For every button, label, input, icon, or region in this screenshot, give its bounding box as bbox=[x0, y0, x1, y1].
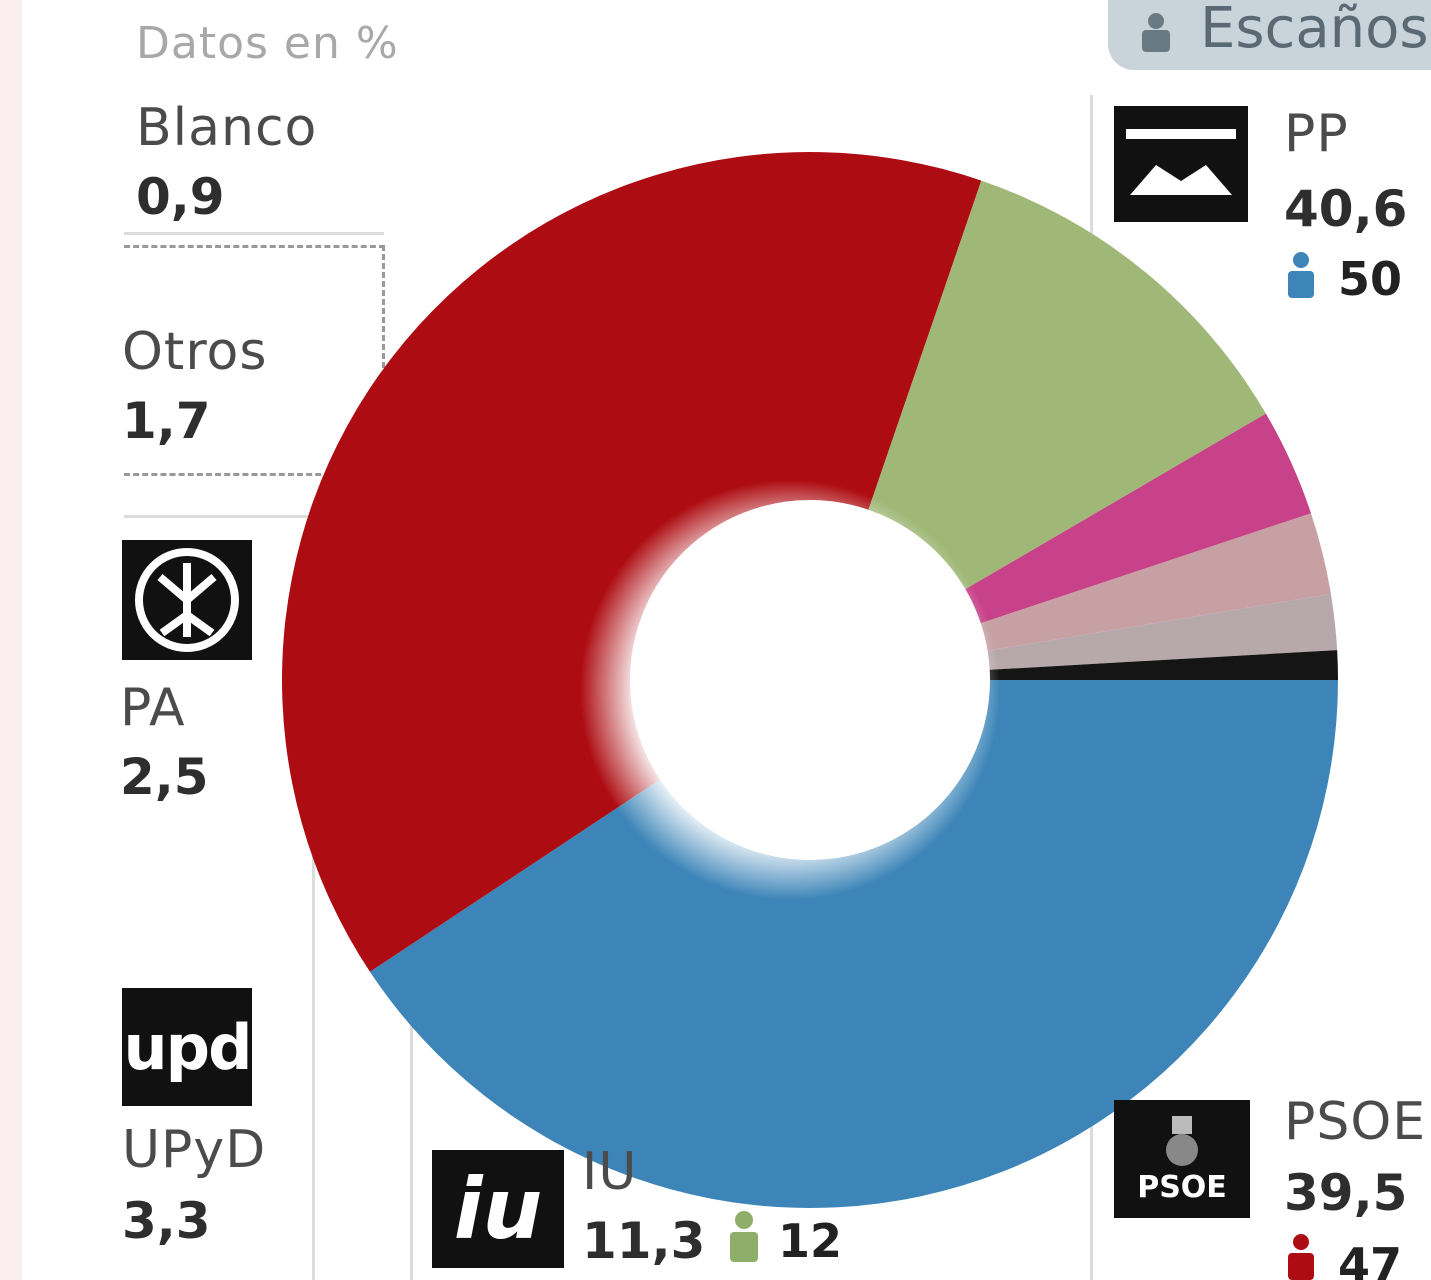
slice-otros bbox=[987, 593, 1338, 670]
seats-psoe: 47 bbox=[1338, 1238, 1403, 1280]
value-psoe: 39,5 bbox=[1284, 1164, 1408, 1222]
person-icon-psoe bbox=[1288, 1234, 1314, 1280]
pp-bird-icon bbox=[1130, 165, 1232, 195]
slice-blanco bbox=[989, 650, 1338, 680]
iu-logo: iu bbox=[432, 1150, 564, 1268]
pa-top-rule bbox=[124, 515, 314, 518]
slice-pp bbox=[369, 680, 1338, 1209]
blanco-bottom-rule bbox=[124, 232, 384, 235]
label-pp: PP bbox=[1284, 104, 1349, 164]
person-icon-iu bbox=[730, 1211, 758, 1262]
seats-iu: 12 bbox=[778, 1214, 843, 1268]
value-blanco: 0,9 bbox=[136, 168, 225, 226]
seats-pp: 50 bbox=[1338, 252, 1403, 306]
donut-hole bbox=[580, 480, 1000, 900]
value-pa: 2,5 bbox=[120, 748, 209, 806]
slice-iu bbox=[868, 180, 1266, 590]
left-margin-strip bbox=[0, 0, 22, 1280]
label-otros: Otros bbox=[122, 322, 268, 382]
label-blanco: Blanco bbox=[136, 98, 318, 158]
slice-pa bbox=[980, 513, 1331, 651]
seats-header-label: Escaños bbox=[1200, 0, 1429, 61]
pp-logo bbox=[1114, 106, 1248, 222]
pa-logo bbox=[122, 540, 252, 660]
label-pa: PA bbox=[120, 678, 186, 738]
left-separator bbox=[312, 520, 315, 1280]
slice-upyd bbox=[965, 413, 1312, 624]
label-iu: IU bbox=[582, 1142, 638, 1202]
person-icon-pp bbox=[1288, 252, 1314, 298]
psoe-logo: PSOE bbox=[1114, 1100, 1250, 1218]
upyd-logo: upd bbox=[122, 988, 252, 1106]
label-upyd: UPyD bbox=[122, 1120, 267, 1180]
value-upyd: 3,3 bbox=[122, 1192, 211, 1250]
unit-note: Datos en % bbox=[136, 18, 399, 69]
iu-separator bbox=[410, 830, 413, 1280]
seats-header: Escaños bbox=[1108, 0, 1431, 70]
value-iu: 11,3 bbox=[582, 1212, 706, 1270]
label-psoe: PSOE bbox=[1284, 1092, 1427, 1152]
rose-icon bbox=[1166, 1115, 1198, 1166]
otros-box bbox=[124, 245, 385, 476]
psoe-logo-text: PSOE bbox=[1137, 1169, 1227, 1205]
value-pp: 40,6 bbox=[1284, 180, 1408, 238]
pa-leaf-icon bbox=[135, 548, 239, 652]
value-otros: 1,7 bbox=[122, 392, 211, 450]
person-icon bbox=[1142, 13, 1170, 52]
